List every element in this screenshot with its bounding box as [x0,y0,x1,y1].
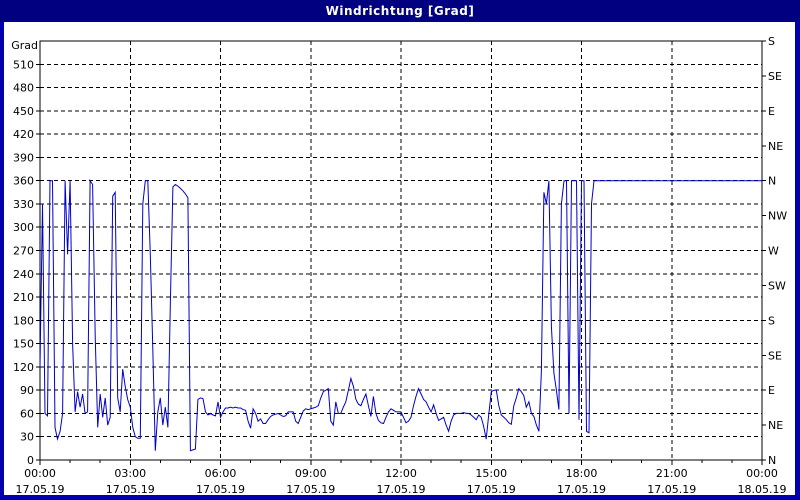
y-tick-label-left: 360 [13,175,34,188]
compass-label: SE [768,70,782,83]
x-time-label: 00:00 [746,467,778,480]
compass-label: S [768,314,775,327]
x-time-label: 03:00 [114,467,146,480]
y-tick-label-left: 30 [20,431,34,444]
x-time-label: 06:00 [205,467,237,480]
compass-label: E [768,384,775,397]
y-tick-label-left: 480 [13,82,34,95]
y-tick-label-left: 270 [13,245,34,258]
compass-label: S [768,35,775,48]
window-border-bottom [0,495,800,500]
x-time-label: 18:00 [566,467,598,480]
x-date-label: 17.05.19 [557,483,606,496]
y-tick-label-left: 150 [13,338,34,351]
compass-label: SE [768,349,782,362]
x-time-label: 09:00 [295,467,327,480]
compass-label: W [768,245,779,258]
window-title: Windrichtung [Grad] [325,4,475,18]
y-tick-label-left: 210 [13,291,34,304]
y-axis-unit-label: Grad [11,39,38,52]
wind-direction-line [39,179,762,452]
x-date-label: 18.05.19 [738,483,787,496]
compass-label: NE [768,419,783,432]
y-tick-label-left: 420 [13,128,34,141]
compass-label: E [768,105,775,118]
y-tick-label-left: 510 [13,58,34,71]
x-date-label: 17.05.19 [377,483,426,496]
x-date-label: 17.05.19 [467,483,516,496]
y-tick-label-left: 450 [13,105,34,118]
x-date-label: 17.05.19 [106,483,155,496]
x-date-label: 17.05.19 [647,483,696,496]
y-tick-label-left: 300 [13,221,34,234]
x-date-label: 17.05.19 [286,483,335,496]
compass-label: N [768,454,776,467]
x-date-label: 17.05.19 [16,483,65,496]
compass-label: N [768,175,776,188]
window-border-left [0,20,4,500]
compass-label: NE [768,140,783,153]
title-bar[interactable]: Windrichtung [Grad] [0,0,800,22]
window-border-right [795,20,800,500]
x-time-label: 15:00 [475,467,507,480]
y-tick-label-left: 180 [13,314,34,327]
y-tick-label-left: 90 [20,384,34,397]
y-tick-label-left: 120 [13,361,34,374]
y-tick-label-left: 390 [13,151,34,164]
x-time-label: 00:00 [24,467,56,480]
x-time-label: 12:00 [385,467,417,480]
x-date-label: 17.05.19 [196,483,245,496]
y-tick-label-left: 240 [13,268,34,281]
y-tick-label-left: 0 [27,454,34,467]
compass-label: NW [768,210,787,223]
y-tick-label-left: 60 [20,407,34,420]
y-tick-label-left: 330 [13,198,34,211]
x-time-label: 21:00 [656,467,688,480]
compass-label: SW [768,279,786,292]
